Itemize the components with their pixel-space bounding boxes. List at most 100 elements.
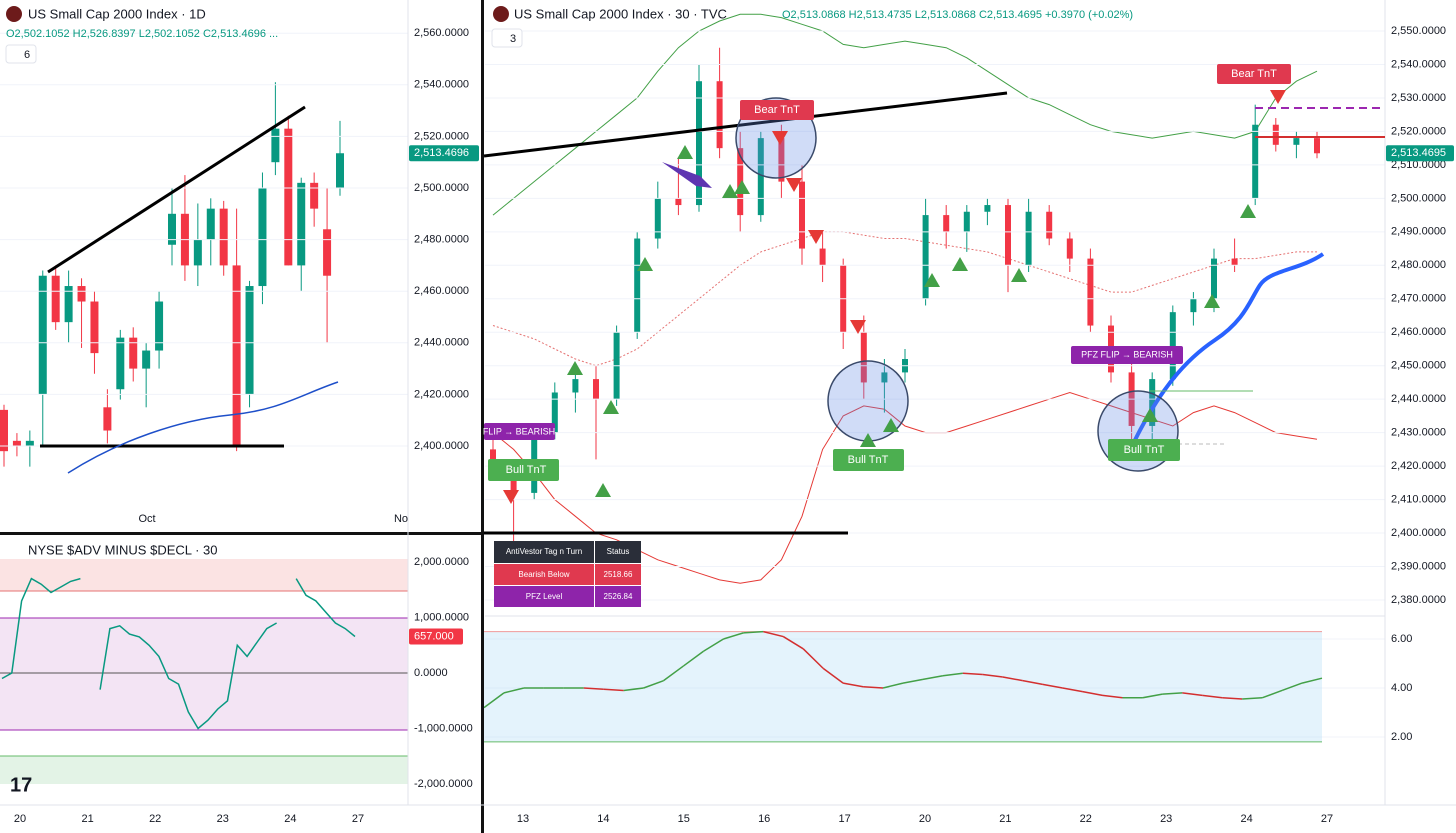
candle-body xyxy=(634,238,641,333)
oscillator-segment xyxy=(802,648,824,669)
oscillator-segment xyxy=(882,682,904,689)
price-tick-label: 2,560.0000 xyxy=(414,27,469,39)
candle-body xyxy=(51,275,60,323)
price-tick-label: 2,520.0000 xyxy=(1391,125,1446,137)
left-ohlc: O2,502.1052 H2,526.8397 L2,502.1052 C2,5… xyxy=(6,28,278,40)
moving-average xyxy=(67,381,339,474)
price-tick-label: 0.0000 xyxy=(414,667,448,679)
candle-body xyxy=(310,182,319,209)
candle-body xyxy=(860,332,867,383)
breadth-pane xyxy=(1,577,356,730)
last-price-label: 657.000 xyxy=(414,630,454,642)
signal-label: Bull TnT xyxy=(833,449,904,471)
candle-body xyxy=(219,208,228,266)
breadth-line xyxy=(1,577,356,730)
oscillator-segment xyxy=(1142,693,1163,699)
time-label: No xyxy=(394,513,408,525)
price-tick-label: 2,450.0000 xyxy=(1391,360,1446,372)
oscillator-segment xyxy=(863,686,884,689)
candle-body xyxy=(572,379,579,393)
indicator-count: 6 xyxy=(24,49,30,61)
price-tick-label: 2,400.0000 xyxy=(414,440,469,452)
oscillator-segment xyxy=(703,638,724,652)
oscillator-segment xyxy=(1301,677,1323,684)
oscillator-segment xyxy=(1022,679,1043,686)
neutral-zone xyxy=(0,618,408,730)
price-tick-label: 2,500.0000 xyxy=(1391,192,1446,204)
price-tick-label: 2,510.0000 xyxy=(1391,159,1446,171)
oscillator-segment xyxy=(663,665,684,682)
table-cell: 2518.66 xyxy=(604,570,633,579)
candle-body xyxy=(799,181,805,249)
symbol-logo xyxy=(493,6,509,22)
price-tick-label: 2,440.0000 xyxy=(1391,393,1446,405)
price-tick-label: 2.00 xyxy=(1391,731,1412,743)
candle-body xyxy=(1190,298,1197,313)
price-tick-label: 2,540.0000 xyxy=(414,79,469,91)
price-tick-label: 2,000.0000 xyxy=(414,556,469,568)
last-price-label: 2,513.4695 xyxy=(1391,147,1446,159)
price-tick-label: 2,540.0000 xyxy=(1391,58,1446,70)
candle-body xyxy=(1005,205,1011,266)
oscillator-segment xyxy=(503,687,525,694)
candle-body xyxy=(90,301,99,354)
price-tick-label: 1,000.0000 xyxy=(414,611,469,623)
candle-body xyxy=(116,337,125,390)
time-label: 20 xyxy=(14,813,26,825)
candle-body xyxy=(593,379,599,400)
oscillator-segment xyxy=(902,678,924,684)
left-price-pane xyxy=(0,82,344,467)
oscillator-segment xyxy=(1062,687,1083,693)
main-ohlc: O2,513.0868 H2,513.4735 L2,513.0868 C2,5… xyxy=(782,9,1133,21)
price-tick-label: -1,000.0000 xyxy=(414,722,473,734)
oscillator-segment xyxy=(763,630,784,638)
price-tick-label: 6.00 xyxy=(1391,633,1412,645)
oscillator-segment xyxy=(843,682,864,688)
candle-body xyxy=(943,215,950,232)
signal-text: PFZ FLIP → BEARISH xyxy=(1081,349,1173,359)
candle-body xyxy=(1231,258,1238,266)
oscillator-segment xyxy=(922,675,944,681)
oscillator-segment xyxy=(723,632,744,640)
candle-body xyxy=(675,198,682,206)
candle-body xyxy=(757,138,764,216)
candle-body xyxy=(1272,124,1279,145)
oscillator-segment xyxy=(1182,692,1203,697)
overbought-zone xyxy=(0,559,408,591)
trend-ma xyxy=(1133,252,1325,441)
candle-body xyxy=(922,215,929,299)
oscillator-segment xyxy=(1002,676,1023,682)
oversold-zone xyxy=(0,756,408,784)
indicator-toggle[interactable] xyxy=(491,28,523,48)
price-tick-label: -2,000.0000 xyxy=(414,778,473,790)
time-label: 24 xyxy=(284,813,296,825)
time-label: 24 xyxy=(1240,813,1252,825)
indicator-toggle[interactable] xyxy=(5,44,37,64)
candle-body xyxy=(551,392,558,433)
signal-label: PFZ FLIP → BEARISH xyxy=(1071,346,1183,364)
price-tick-label: 4.00 xyxy=(1391,682,1412,694)
candle-body xyxy=(64,286,73,323)
oscillator-segment xyxy=(1202,694,1223,699)
price-tick-label: 2,490.0000 xyxy=(1391,226,1446,238)
signal-text: Bear TnT xyxy=(754,104,800,116)
table-cell: 2526.84 xyxy=(604,592,633,601)
price-tick-label: 2,410.0000 xyxy=(1391,493,1446,505)
candle-body xyxy=(696,81,702,206)
table-header: Status xyxy=(607,547,630,556)
oscillator-segment xyxy=(623,687,644,692)
candle-body xyxy=(881,372,888,383)
candle-body xyxy=(654,198,661,239)
candle-body xyxy=(1293,138,1300,145)
candle-body xyxy=(490,449,496,467)
candle-body xyxy=(103,407,112,431)
time-label: 21 xyxy=(999,813,1011,825)
price-tick-label: 2,500.0000 xyxy=(414,182,469,194)
oscillator-segment xyxy=(982,673,1003,678)
candle-body xyxy=(232,265,241,446)
price-tick-label: 2,480.0000 xyxy=(414,234,469,246)
time-label: 22 xyxy=(1080,813,1092,825)
oscillator-fill xyxy=(484,631,1322,742)
price-tick-label: 2,430.0000 xyxy=(1391,427,1446,439)
